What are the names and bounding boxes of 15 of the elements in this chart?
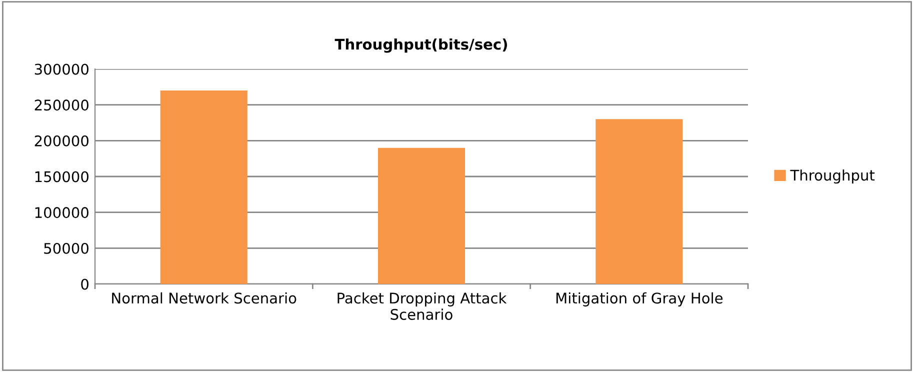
legend-label: Throughput [790, 169, 875, 184]
bar [160, 90, 248, 284]
y-tick-label: 250000 [34, 100, 88, 111]
y-tick-label: 150000 [35, 171, 88, 182]
y-tick-label: 100000 [35, 207, 88, 218]
y-tick-label: 0 [81, 278, 88, 290]
x-tick-label: Mitigation of Gray Hole [556, 292, 723, 306]
y-tick-label: 300000 [34, 64, 88, 75]
x-tick-label: Packet Dropping Attack Scenario [338, 292, 507, 320]
bar [596, 119, 683, 284]
y-tick-label: 50000 [44, 242, 88, 254]
y-tick-label: 200000 [34, 135, 88, 146]
x-tick-label: Normal Network Scenario [112, 292, 296, 304]
bar [378, 148, 466, 284]
chart-title: Throughput(bits/sec) [334, 38, 507, 53]
